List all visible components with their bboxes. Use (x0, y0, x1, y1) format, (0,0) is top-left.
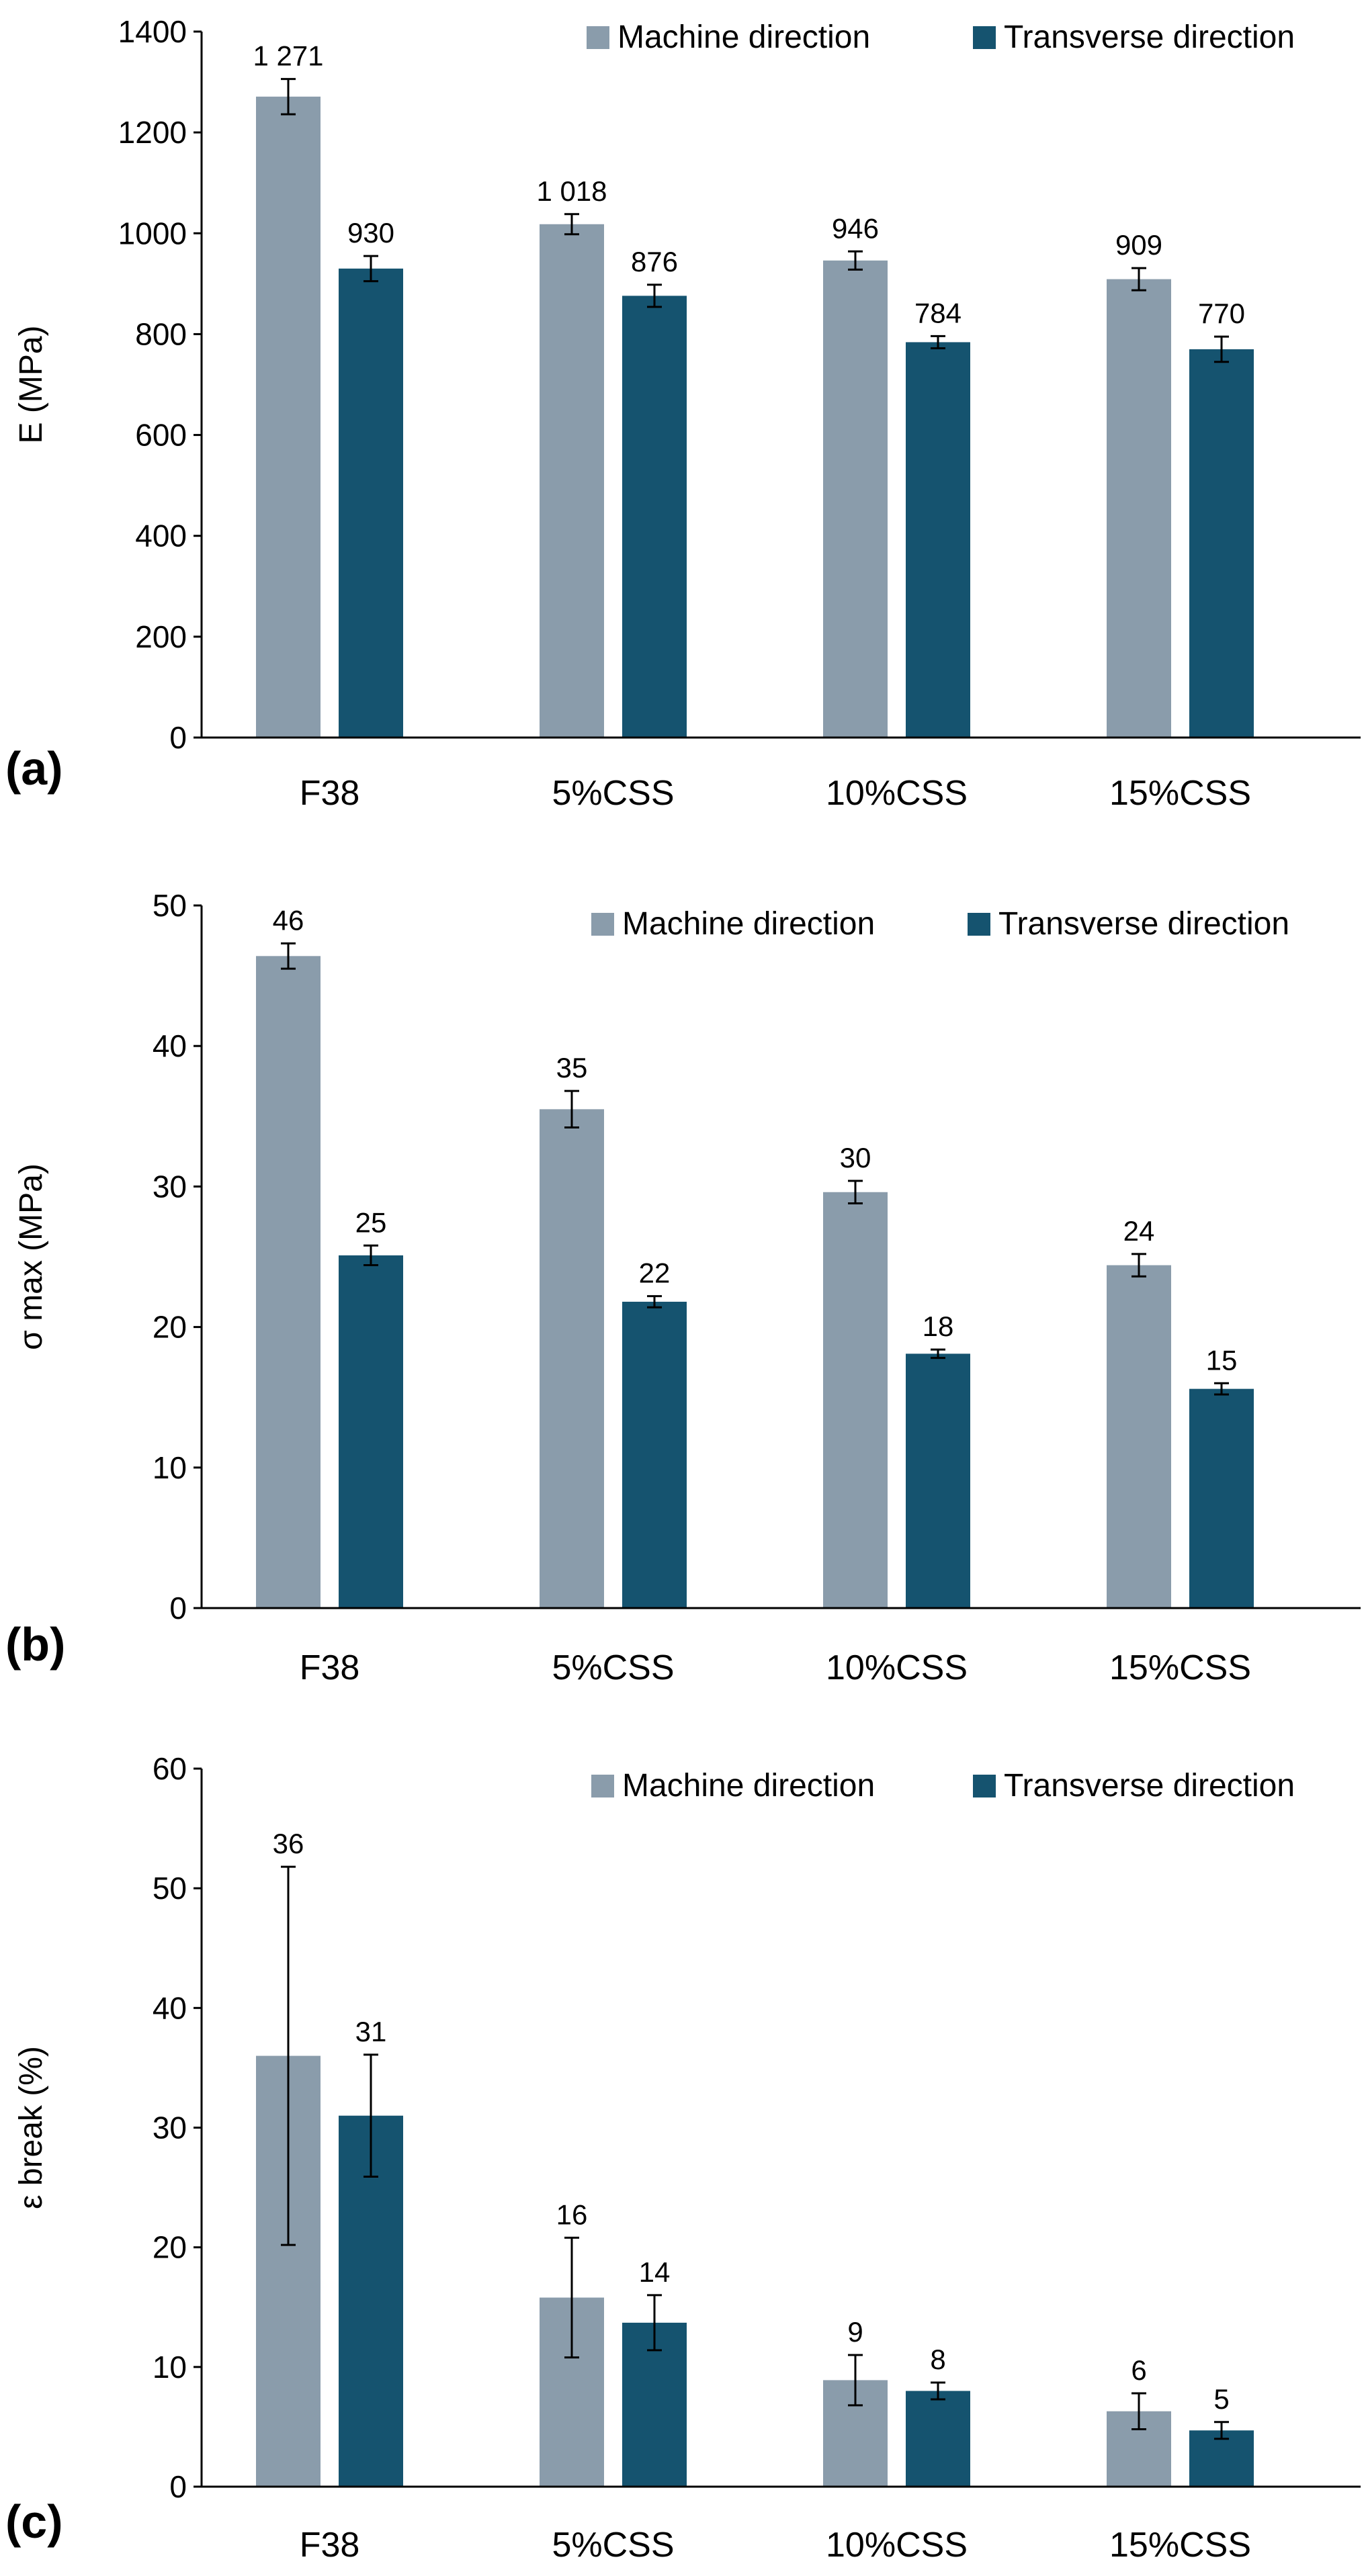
y-tick-label: 40 (153, 1028, 187, 1063)
y-tick-label: 600 (135, 418, 187, 453)
chart-panel-c: 0 10 20 30 40 50 60 ε break (%) 36 31 F38 16 14 5%CSS… (5, 1751, 1361, 2565)
y-tick-label: 10 (153, 1450, 187, 1485)
data-label: 909 (1115, 229, 1162, 261)
transverse-bar (906, 342, 970, 738)
panel-label: (b) (5, 1618, 65, 1671)
category-label: 15%CSS (1109, 774, 1251, 813)
data-label: 16 (556, 2199, 588, 2230)
y-tick-label: 400 (135, 519, 187, 553)
data-label: 946 (832, 212, 879, 244)
data-label: 876 (631, 246, 678, 277)
legend-label: Transverse direction (1004, 1768, 1295, 1804)
y-axis-label: σ max (MPa) (13, 1163, 49, 1350)
y-tick-label: 60 (153, 1751, 187, 1786)
machine-bar (256, 96, 321, 738)
machine-bar (1107, 279, 1171, 738)
y-tick-label: 30 (153, 1169, 187, 1204)
machine-bar (256, 956, 321, 1608)
machine-legend-swatch (587, 26, 609, 49)
data-label: 770 (1198, 298, 1245, 329)
y-tick-label: 10 (153, 2350, 187, 2385)
category-label: F38 (300, 774, 360, 813)
machine-legend-swatch (591, 1775, 614, 1797)
y-tick-label: 50 (153, 1871, 187, 1906)
panel-label: (c) (5, 2495, 63, 2548)
y-tick-label: 0 (169, 1591, 187, 1626)
data-label: 15 (1206, 1344, 1238, 1376)
category-label: 5%CSS (552, 774, 674, 813)
y-tick-label: 200 (135, 619, 187, 654)
category-label: F38 (300, 1648, 360, 1687)
y-tick-label: 1400 (118, 14, 187, 49)
transverse-legend-swatch (968, 913, 990, 936)
data-label: 46 (273, 904, 304, 936)
transverse-bar (622, 1301, 687, 1608)
data-label: 784 (914, 297, 962, 328)
y-tick-label: 1000 (118, 216, 187, 251)
data-label: 930 (347, 217, 394, 249)
y-tick-label: 20 (153, 2230, 187, 2265)
chart-panel-b: 0 10 20 30 40 50 σ max (MPa) 46 25 F38 35 22 5%CSS 30… (5, 888, 1361, 1687)
legend-label: Machine direction (622, 1768, 875, 1804)
data-label: 8 (930, 2344, 945, 2375)
transverse-bar (339, 1255, 403, 1608)
y-axis-label: ε break (%) (13, 2046, 49, 2209)
y-tick-label: 0 (169, 720, 187, 755)
y-tick-label: 1200 (118, 115, 187, 150)
y-tick-label: 30 (153, 2111, 187, 2145)
category-label: 15%CSS (1109, 2526, 1251, 2565)
chart-panel-a: 0 200 400 600 800 1000 1200 1400 E (MPa) 1 271 930… (5, 14, 1361, 813)
category-label: 15%CSS (1109, 1648, 1251, 1687)
transverse-bar (906, 2391, 970, 2487)
transverse-bar (906, 1353, 970, 1608)
y-tick-label: 800 (135, 316, 187, 351)
transverse-legend-swatch (973, 1775, 996, 1797)
data-label: 36 (273, 1828, 304, 1859)
machine-legend-swatch (591, 913, 614, 936)
category-label: 5%CSS (552, 1648, 674, 1687)
data-label: 22 (639, 1257, 671, 1289)
category-label: 5%CSS (552, 2526, 674, 2565)
category-label: 10%CSS (826, 774, 968, 813)
legend-label: Transverse direction (998, 906, 1289, 942)
y-tick-label: 20 (153, 1310, 187, 1345)
data-label: 1 018 (536, 175, 607, 207)
y-tick-label: 50 (153, 888, 187, 923)
data-label: 14 (639, 2256, 671, 2288)
data-label: 5 (1213, 2383, 1229, 2415)
data-label: 6 (1131, 2354, 1146, 2386)
data-label: 1 271 (253, 40, 323, 72)
machine-bar (823, 260, 888, 738)
transverse-bar (1189, 1388, 1254, 1608)
machine-bar (1107, 1265, 1171, 1608)
data-label: 35 (556, 1052, 588, 1083)
panel-label: (a) (5, 742, 63, 795)
transverse-bar (339, 268, 403, 738)
y-axis-label: E (MPa) (13, 325, 49, 443)
y-tick-label: 0 (169, 2469, 187, 2504)
data-label: 31 (355, 2016, 387, 2047)
transverse-bar (1189, 349, 1254, 738)
data-label: 30 (840, 1142, 871, 1173)
data-label: 25 (355, 1206, 387, 1238)
category-label: F38 (300, 2526, 360, 2565)
legend-label: Machine direction (622, 906, 875, 942)
category-label: 10%CSS (826, 1648, 968, 1687)
legend-label: Machine direction (617, 19, 870, 55)
machine-bar (540, 224, 604, 738)
legend-label: Transverse direction (1004, 19, 1295, 55)
y-tick-label: 40 (153, 1990, 187, 2025)
machine-bar (540, 1109, 604, 1608)
data-label: 9 (847, 2316, 863, 2348)
transverse-legend-swatch (973, 26, 996, 49)
data-label: 24 (1123, 1215, 1155, 1247)
machine-bar (823, 1192, 888, 1608)
transverse-bar (622, 296, 687, 738)
data-label: 18 (923, 1311, 954, 1342)
category-label: 10%CSS (826, 2526, 968, 2565)
